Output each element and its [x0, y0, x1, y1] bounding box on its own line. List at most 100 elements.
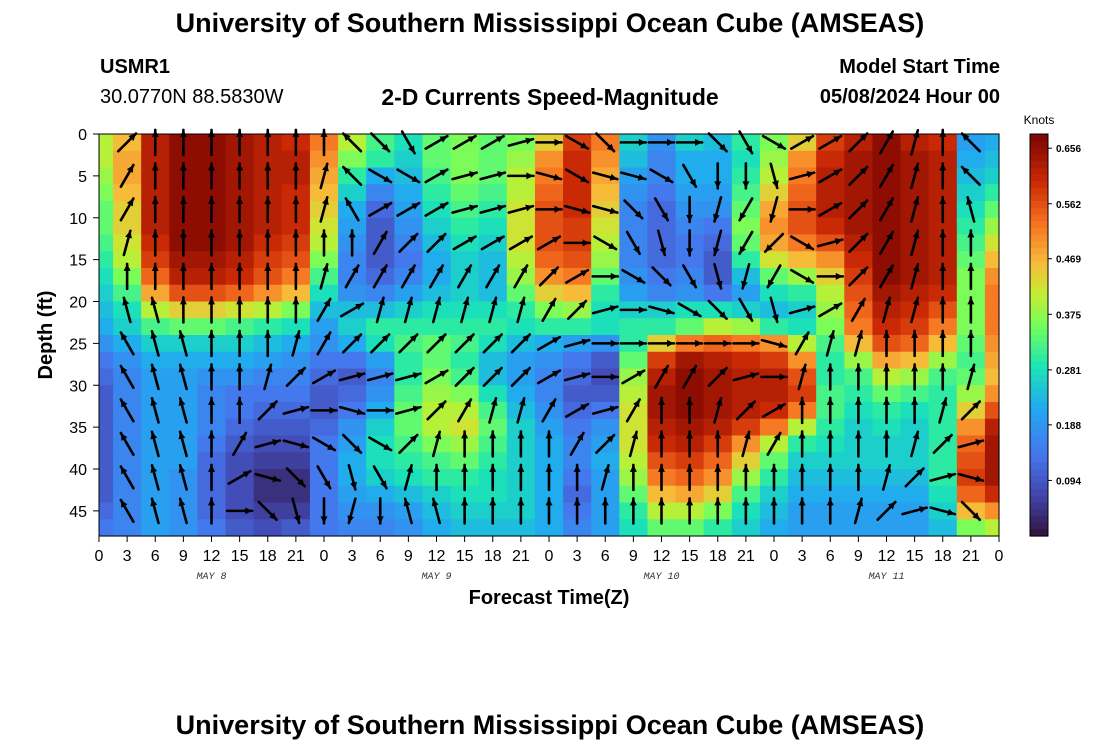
arrow-head [120, 466, 128, 475]
arrow-head [437, 401, 446, 409]
current-arrow [798, 396, 806, 425]
heatmap-cell [197, 318, 227, 336]
current-arrow [263, 363, 273, 391]
arrow-head [741, 280, 748, 289]
arrow-head [742, 464, 750, 472]
arrow-head [912, 197, 920, 205]
current-arrow [370, 333, 391, 354]
colorbar-segment [1030, 462, 1048, 470]
current-arrow [883, 430, 890, 458]
heatmap-cell [788, 284, 817, 303]
current-arrow [878, 230, 895, 256]
heatmap-cell [366, 318, 395, 336]
heatmap-cell [99, 519, 114, 537]
heatmap-cell [422, 519, 452, 537]
arrow-head [489, 498, 497, 506]
current-arrow [311, 436, 337, 452]
current-arrow [151, 229, 159, 257]
x-tick-label: 0 [770, 548, 779, 565]
heatmap-cell [844, 150, 874, 169]
heatmap-cell [647, 385, 677, 403]
heatmap-cell [506, 184, 536, 202]
arrow-head [179, 129, 187, 137]
colorbar-segment [1030, 140, 1048, 148]
current-arrow [254, 439, 282, 449]
heatmap-cell [731, 418, 761, 437]
colorbar-segment [1030, 221, 1048, 229]
arrow-head [912, 297, 920, 306]
heatmap-cell [141, 519, 170, 537]
heatmap-cell [759, 452, 789, 470]
heatmap-cell [225, 217, 255, 236]
x-tick-label: 9 [179, 548, 188, 565]
current-arrow [686, 463, 694, 492]
x-tick-label: 12 [653, 548, 671, 565]
arrow-head [411, 203, 420, 210]
heatmap-cell [99, 284, 114, 303]
arrow-head [439, 136, 448, 143]
heatmap-cell [281, 184, 311, 202]
arrow-head [179, 297, 187, 305]
heatmap-cell [450, 318, 480, 336]
arrow-head [719, 143, 727, 152]
current-arrow [573, 497, 581, 525]
heatmap-cell [703, 385, 733, 403]
y-tick-label: 40 [69, 462, 87, 479]
heatmap-cell [984, 201, 1000, 219]
heatmap-cell [703, 184, 733, 202]
colorbar-segment [1030, 247, 1048, 256]
arrow-head [489, 431, 497, 439]
current-arrow [460, 296, 470, 324]
colorbar-segment [1030, 381, 1048, 390]
heatmap-cell [506, 351, 536, 370]
arrow-head [662, 277, 671, 286]
current-arrow [457, 264, 473, 289]
arrow-head [975, 475, 983, 483]
arrow-head [689, 178, 696, 187]
heatmap-cell [99, 402, 114, 420]
heatmap-cell [197, 284, 227, 303]
heatmap-cell [99, 268, 114, 286]
current-arrow [595, 433, 616, 455]
heatmap-cell [225, 351, 255, 370]
arrow-head [854, 397, 862, 405]
current-arrow [703, 339, 732, 347]
arrow-head [798, 498, 806, 506]
heatmap-cell [99, 469, 114, 487]
arrow-head [464, 265, 471, 274]
arrow-head [712, 247, 720, 255]
arrow-head [436, 265, 443, 274]
heatmap-cell [731, 351, 761, 370]
heatmap-cell [984, 402, 1000, 420]
arrow-head [806, 171, 815, 178]
arrow-head [292, 263, 300, 271]
heatmap-cell [591, 519, 620, 537]
current-arrow [536, 369, 562, 385]
arrow-head [636, 370, 645, 378]
heatmap-cell [731, 184, 761, 202]
heatmap-cell [478, 318, 508, 336]
x-tick-label: 12 [878, 548, 896, 565]
current-arrow [338, 405, 366, 416]
arrow-head [770, 498, 778, 506]
heatmap-cell [225, 251, 255, 269]
heatmap-cell [99, 368, 114, 386]
x-tick-label: 21 [737, 548, 755, 565]
x-tick-label: 9 [629, 548, 638, 565]
heatmap-cell [675, 519, 705, 537]
colorbar-segment [1030, 328, 1048, 336]
colorbar-segment [1030, 428, 1048, 437]
arrow-head [772, 314, 779, 322]
heatmap-cell [141, 452, 170, 470]
arrow-head [742, 181, 750, 189]
heatmap-cell [197, 485, 227, 504]
current-arrow [541, 297, 557, 323]
current-arrow [591, 339, 620, 347]
model-start-label: Model Start Time [839, 56, 1000, 78]
arrow-head [636, 276, 645, 283]
current-arrow [966, 363, 976, 391]
current-arrow [452, 235, 477, 251]
arrow-head [939, 163, 947, 171]
heatmap-cell [816, 284, 845, 303]
heatmap-cell [900, 284, 930, 303]
